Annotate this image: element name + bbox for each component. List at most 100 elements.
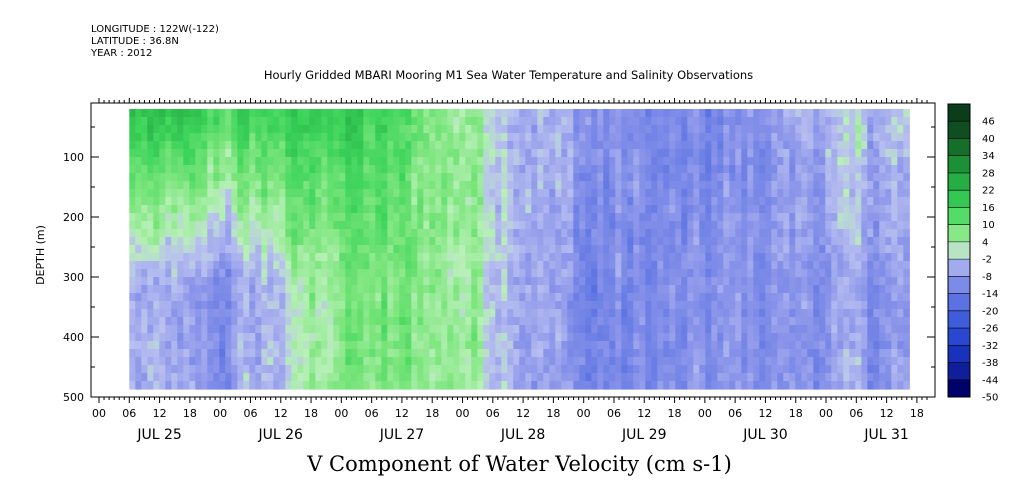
field-cell [297, 133, 304, 142]
field-cell [339, 333, 346, 342]
x-tick-label: 06 [365, 407, 379, 420]
field-cell [237, 181, 244, 190]
field-cell [561, 117, 568, 126]
field-cell [573, 221, 580, 230]
field-cell [831, 341, 838, 350]
field-cell [753, 293, 760, 302]
field-cell [657, 293, 664, 302]
field-cell [867, 373, 874, 382]
field-cell [177, 293, 184, 302]
field-cell [327, 197, 334, 206]
field-cell [519, 349, 526, 358]
field-cell [273, 117, 280, 126]
field-cell [723, 157, 730, 166]
field-cell [573, 373, 580, 382]
field-cell [219, 277, 226, 286]
field-cell [657, 309, 664, 318]
field-cell [411, 277, 418, 286]
field-cell [513, 205, 520, 214]
field-cell [813, 181, 820, 190]
field-cell [363, 165, 370, 174]
field-cell [279, 149, 286, 158]
field-cell [297, 269, 304, 278]
field-cell [129, 173, 136, 182]
field-cell [141, 269, 148, 278]
field-cell [411, 125, 418, 134]
field-cell [267, 333, 274, 342]
field-cell [219, 245, 226, 254]
field-cell [675, 381, 682, 390]
field-cell [327, 181, 334, 190]
field-cell [879, 293, 886, 302]
field-cell [357, 277, 364, 286]
field-cell [291, 197, 298, 206]
field-cell [591, 269, 598, 278]
field-cell [735, 357, 742, 366]
field-cell [783, 229, 790, 238]
field-cell [399, 205, 406, 214]
field-cell [237, 165, 244, 174]
field-cell [789, 261, 796, 270]
field-cell [819, 245, 826, 254]
field-cell [375, 381, 382, 390]
field-cell [825, 317, 832, 326]
field-cell [297, 189, 304, 198]
field-cell [561, 341, 568, 350]
field-cell [819, 333, 826, 342]
field-cell [813, 173, 820, 182]
colorbar-swatch [948, 259, 970, 277]
field-cell [399, 245, 406, 254]
field-cell [573, 149, 580, 158]
field-cell [585, 221, 592, 230]
field-cell [807, 373, 814, 382]
field-cell [849, 293, 856, 302]
field-cell [849, 277, 856, 286]
field-cell [207, 245, 214, 254]
field-cell [609, 285, 616, 294]
field-cell [237, 125, 244, 134]
field-cell [675, 117, 682, 126]
field-cell [795, 125, 802, 134]
field-cell [897, 373, 904, 382]
x-day-label: JUL 27 [379, 427, 424, 443]
field-cell [657, 365, 664, 374]
field-cell [129, 133, 136, 142]
field-cell [897, 309, 904, 318]
field-cell [663, 205, 670, 214]
field-cell [747, 221, 754, 230]
field-cell [351, 373, 358, 382]
field-cell [207, 341, 214, 350]
field-cell [273, 189, 280, 198]
field-cell [669, 325, 676, 334]
field-cell [153, 205, 160, 214]
field-cell [261, 109, 268, 118]
colorbar-swatch [948, 121, 970, 139]
field-cell [675, 205, 682, 214]
field-cell [471, 261, 478, 270]
field-cell [201, 365, 208, 374]
field-cell [327, 349, 334, 358]
field-cell [183, 261, 190, 270]
field-cell [543, 229, 550, 238]
field-cell [147, 277, 154, 286]
field-cell [801, 277, 808, 286]
field-cell [837, 245, 844, 254]
field-cell [855, 197, 862, 206]
field-cell [699, 301, 706, 310]
field-cell [315, 253, 322, 262]
field-cell [783, 221, 790, 230]
field-cell [639, 333, 646, 342]
field-cell [351, 109, 358, 118]
field-cell [339, 181, 346, 190]
field-cell [867, 189, 874, 198]
field-cell [195, 213, 202, 222]
field-cell [249, 381, 256, 390]
field-cell [417, 245, 424, 254]
field-cell [405, 237, 412, 246]
field-cell [771, 189, 778, 198]
field-cell [837, 205, 844, 214]
field-cell [189, 221, 196, 230]
x-tick-label: 18 [668, 407, 682, 420]
field-cell [219, 261, 226, 270]
field-cell [489, 229, 496, 238]
